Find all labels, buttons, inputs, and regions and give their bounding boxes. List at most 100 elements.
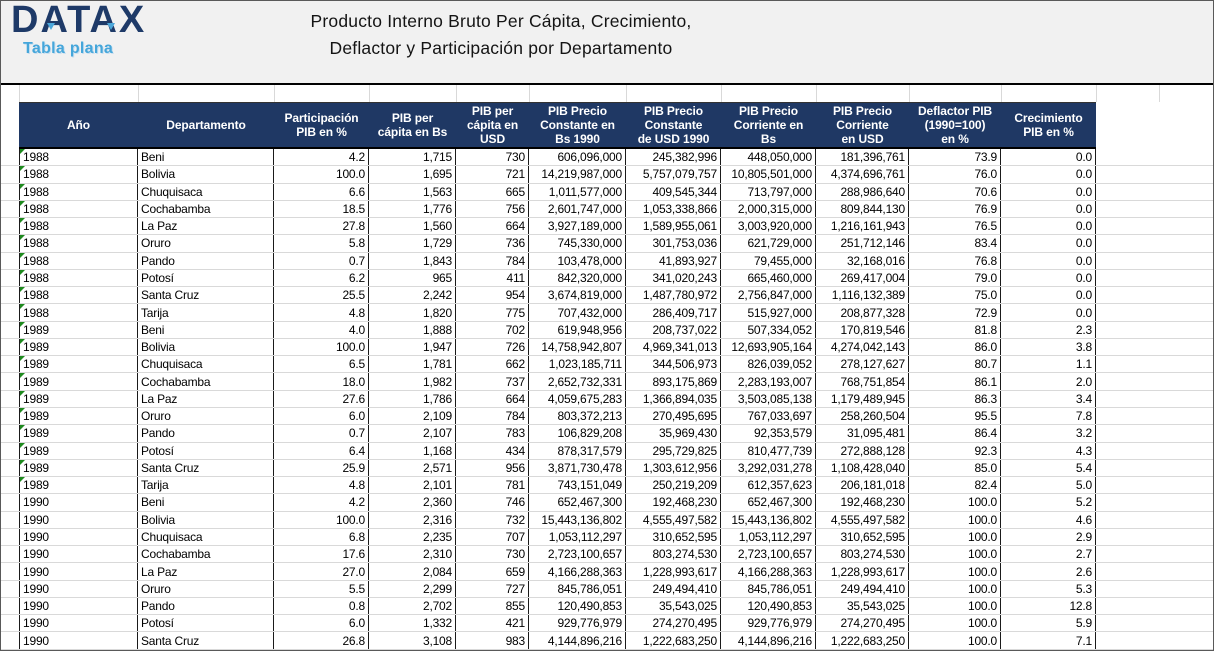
cell-ano[interactable]: 1989: [19, 321, 138, 338]
cell-pib-constante-usd-1990[interactable]: 192,468,230: [626, 494, 721, 511]
cell-participacion-pib-pct[interactable]: 26.8: [274, 632, 369, 649]
cell-deflactor-pib-pct[interactable]: 100.0: [909, 546, 1001, 563]
cell-pib-constante-usd-1990[interactable]: 245,382,996: [626, 149, 721, 166]
cell-crecimiento-pib-pct[interactable]: 7.8: [1001, 407, 1096, 425]
cell-departamento[interactable]: Chuquisaca: [138, 528, 274, 546]
cell-pib-per-capita-bs[interactable]: 1,820: [369, 304, 456, 321]
cell-crecimiento-pib-pct[interactable]: 0.0: [1001, 183, 1096, 200]
column-header-deflactor-pib-pct[interactable]: Deflactor PIB (1990=100) en %: [917, 104, 993, 146]
cell-pib-corriente-usd[interactable]: 251,712,146: [816, 235, 909, 252]
cell-deflactor-pib-pct[interactable]: 100.0: [909, 528, 1001, 546]
cell-pib-per-capita-usd[interactable]: 954: [456, 287, 529, 304]
cell-participacion-pib-pct[interactable]: 27.8: [274, 218, 369, 235]
cell-pib-corriente-bs[interactable]: 92,353,579: [721, 425, 816, 442]
cell-crecimiento-pib-pct[interactable]: 0.0: [1001, 235, 1096, 252]
cell-ano[interactable]: 1988: [19, 218, 138, 235]
cell-ano[interactable]: 1989: [19, 407, 138, 425]
cell-pib-per-capita-bs[interactable]: 2,360: [369, 494, 456, 511]
cell-pib-constante-usd-1990[interactable]: 803,274,530: [626, 546, 721, 563]
cell-ano[interactable]: 1988: [19, 252, 138, 269]
cell-pib-per-capita-bs[interactable]: 3,108: [369, 632, 456, 649]
cell-pib-constante-bs-1990[interactable]: 106,829,208: [529, 425, 626, 442]
cell-pib-per-capita-bs[interactable]: 2,235: [369, 528, 456, 546]
cell-crecimiento-pib-pct[interactable]: 2.6: [1001, 563, 1096, 580]
column-header-ano[interactable]: Año: [66, 118, 91, 132]
cell-pib-per-capita-bs[interactable]: 2,310: [369, 546, 456, 563]
cell-pib-per-capita-bs[interactable]: 2,299: [369, 580, 456, 597]
cell-pib-per-capita-usd[interactable]: 781: [456, 477, 529, 494]
cell-departamento[interactable]: Cochabamba: [138, 200, 274, 218]
cell-pib-corriente-bs[interactable]: 1,053,112,297: [721, 528, 816, 546]
column-header-pib-constante-usd-1990[interactable]: PIB Precio Constante de USD 1990: [637, 104, 710, 146]
cell-pib-corriente-bs[interactable]: 507,334,052: [721, 321, 816, 338]
cell-departamento[interactable]: Santa Cruz: [138, 459, 274, 477]
cell-participacion-pib-pct[interactable]: 18.0: [274, 373, 369, 390]
cell-ano[interactable]: 1988: [19, 183, 138, 200]
cell-ano[interactable]: 1988: [19, 166, 138, 183]
cell-crecimiento-pib-pct[interactable]: 5.4: [1001, 459, 1096, 477]
cell-pib-constante-bs-1990[interactable]: 1,023,185,711: [529, 356, 626, 373]
cell-deflactor-pib-pct[interactable]: 83.4: [909, 235, 1001, 252]
cell-pib-corriente-bs[interactable]: 2,723,100,657: [721, 546, 816, 563]
cell-participacion-pib-pct[interactable]: 17.6: [274, 546, 369, 563]
cell-pib-constante-usd-1990[interactable]: 270,495,695: [626, 407, 721, 425]
cell-participacion-pib-pct[interactable]: 18.5: [274, 200, 369, 218]
cell-crecimiento-pib-pct[interactable]: 0.0: [1001, 200, 1096, 218]
cell-pib-constante-bs-1990[interactable]: 4,144,896,216: [529, 632, 626, 649]
cell-crecimiento-pib-pct[interactable]: 3.8: [1001, 338, 1096, 356]
cell-crecimiento-pib-pct[interactable]: 0.0: [1001, 252, 1096, 269]
cell-ano[interactable]: 1990: [19, 546, 138, 563]
cell-pib-constante-usd-1990[interactable]: 41,893,927: [626, 252, 721, 269]
cell-pib-corriente-bs[interactable]: 12,693,905,164: [721, 338, 816, 356]
cell-pib-constante-bs-1990[interactable]: 1,011,577,000: [529, 183, 626, 200]
cell-pib-corriente-usd[interactable]: 1,179,489,945: [816, 390, 909, 407]
cell-pib-per-capita-usd[interactable]: 434: [456, 442, 529, 459]
cell-pib-per-capita-bs[interactable]: 2,242: [369, 287, 456, 304]
cell-participacion-pib-pct[interactable]: 6.0: [274, 615, 369, 632]
cell-pib-per-capita-bs[interactable]: 2,571: [369, 459, 456, 477]
cell-departamento[interactable]: Cochabamba: [138, 546, 274, 563]
cell-pib-per-capita-usd[interactable]: 707: [456, 528, 529, 546]
cell-departamento[interactable]: Oruro: [138, 580, 274, 597]
cell-pib-constante-bs-1990[interactable]: 845,786,051: [529, 580, 626, 597]
cell-pib-per-capita-bs[interactable]: 1,781: [369, 356, 456, 373]
cell-pib-per-capita-usd[interactable]: 732: [456, 511, 529, 528]
cell-pib-corriente-usd[interactable]: 249,494,410: [816, 580, 909, 597]
cell-crecimiento-pib-pct[interactable]: 2.9: [1001, 528, 1096, 546]
cell-pib-constante-usd-1990[interactable]: 5,757,079,757: [626, 166, 721, 183]
cell-ano[interactable]: 1988: [19, 200, 138, 218]
cell-pib-corriente-bs[interactable]: 15,443,136,802: [721, 511, 816, 528]
cell-crecimiento-pib-pct[interactable]: 0.0: [1001, 149, 1096, 166]
cell-pib-constante-bs-1990[interactable]: 3,674,819,000: [529, 287, 626, 304]
cell-ano[interactable]: 1988: [19, 304, 138, 321]
cell-pib-corriente-bs[interactable]: 2,283,193,007: [721, 373, 816, 390]
cell-pib-constante-bs-1990[interactable]: 803,372,213: [529, 407, 626, 425]
cell-participacion-pib-pct[interactable]: 4.8: [274, 304, 369, 321]
cell-participacion-pib-pct[interactable]: 6.4: [274, 442, 369, 459]
cell-crecimiento-pib-pct[interactable]: 12.8: [1001, 597, 1096, 615]
cell-pib-per-capita-usd[interactable]: 659: [456, 563, 529, 580]
cell-pib-per-capita-usd[interactable]: 662: [456, 356, 529, 373]
cell-departamento[interactable]: Oruro: [138, 235, 274, 252]
cell-departamento[interactable]: La Paz: [138, 218, 274, 235]
cell-pib-constante-bs-1990[interactable]: 1,053,112,297: [529, 528, 626, 546]
cell-participacion-pib-pct[interactable]: 5.8: [274, 235, 369, 252]
cell-ano[interactable]: 1988: [19, 287, 138, 304]
cell-pib-per-capita-usd[interactable]: 736: [456, 235, 529, 252]
cell-pib-corriente-usd[interactable]: 1,116,132,389: [816, 287, 909, 304]
cell-pib-per-capita-usd[interactable]: 775: [456, 304, 529, 321]
cell-pib-corriente-usd[interactable]: 278,127,627: [816, 356, 909, 373]
cell-pib-per-capita-bs[interactable]: 2,316: [369, 511, 456, 528]
cell-pib-constante-usd-1990[interactable]: 301,753,036: [626, 235, 721, 252]
cell-pib-constante-bs-1990[interactable]: 3,927,189,000: [529, 218, 626, 235]
cell-pib-constante-bs-1990[interactable]: 929,776,979: [529, 615, 626, 632]
cell-pib-per-capita-usd[interactable]: 730: [456, 149, 529, 166]
cell-pib-constante-usd-1990[interactable]: 295,729,825: [626, 442, 721, 459]
column-header-pib-corriente-bs[interactable]: PIB Precio Corriente en Bs: [733, 104, 804, 146]
cell-pib-per-capita-usd[interactable]: 784: [456, 252, 529, 269]
cell-ano[interactable]: 1989: [19, 477, 138, 494]
cell-crecimiento-pib-pct[interactable]: 0.0: [1001, 166, 1096, 183]
column-header-departamento[interactable]: Departamento: [166, 118, 246, 132]
column-header-participacion-pib-pct[interactable]: Participación PIB en %: [284, 111, 359, 139]
cell-ano[interactable]: 1990: [19, 580, 138, 597]
